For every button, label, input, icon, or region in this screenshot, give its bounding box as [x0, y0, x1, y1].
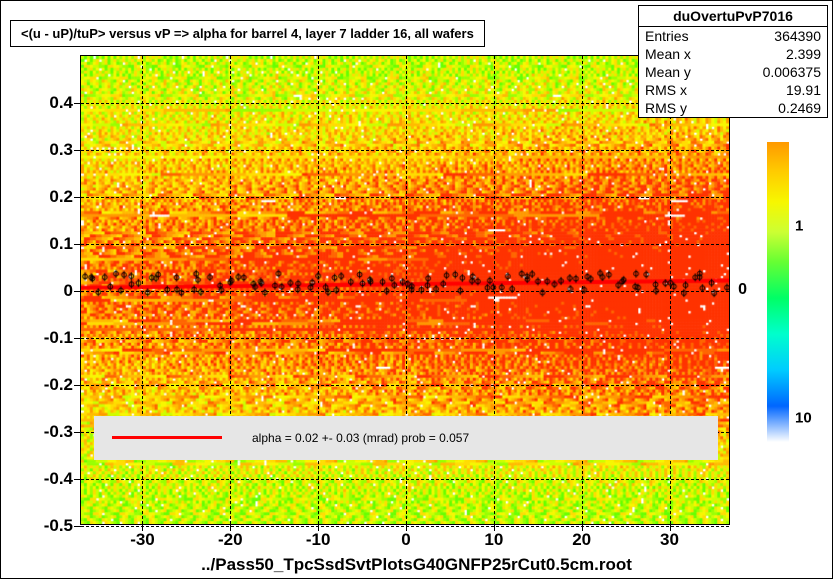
ytick	[74, 432, 81, 433]
stats-row: RMS y 0.2469	[639, 99, 827, 117]
stats-label: RMS y	[645, 100, 687, 116]
stats-value: 364390	[774, 28, 821, 44]
plot-area: -0.5-0.4-0.3-0.2-0.100.10.20.30.4 -30-20…	[80, 55, 730, 525]
axis-zero-marker: 0	[738, 281, 747, 299]
ytick	[74, 244, 81, 245]
stats-value: 2.399	[786, 46, 821, 62]
xtick	[582, 524, 583, 531]
file-label: ../Pass50_TpcSsdSvtPlotsG40GNFP25rCut0.5…	[0, 555, 833, 575]
fit-line-sample	[112, 436, 222, 439]
ytick	[74, 150, 81, 151]
stats-row: Entries 364390	[639, 27, 827, 45]
ytick	[74, 526, 81, 527]
stats-value: 0.006375	[763, 64, 821, 80]
stats-row: Mean x 2.399	[639, 45, 827, 63]
ytick	[74, 338, 81, 339]
ytick	[74, 103, 81, 104]
stats-label: Mean y	[645, 64, 691, 80]
stats-label: Mean x	[645, 46, 691, 62]
xtick	[230, 524, 231, 531]
stats-box: duOvertuPvP7016 Entries 364390 Mean x 2.399…	[638, 5, 828, 118]
colorbar: 110	[767, 142, 789, 442]
plot-title: <(u - uP)/tuP> versus vP => alpha for ba…	[21, 26, 474, 41]
stats-value: 19.91	[786, 82, 821, 98]
ytick	[74, 479, 81, 480]
colorbar-tick: 1	[789, 218, 803, 235]
stats-name: duOvertuPvP7016	[639, 6, 827, 27]
stats-label: RMS x	[645, 82, 687, 98]
fit-text: alpha = 0.02 +- 0.03 (mrad) prob = 0.057	[252, 431, 469, 445]
xtick	[142, 524, 143, 531]
xtick	[406, 524, 407, 531]
ytick	[74, 385, 81, 386]
stats-row: RMS x 19.91	[639, 81, 827, 99]
plot-title-box: <(u - uP)/tuP> versus vP => alpha for ba…	[10, 20, 485, 47]
stats-label: Entries	[645, 28, 689, 44]
ytick	[74, 291, 81, 292]
colorbar-tick: 10	[789, 410, 812, 427]
fit-legend-box: alpha = 0.02 +- 0.03 (mrad) prob = 0.057	[94, 416, 718, 460]
ytick	[74, 197, 81, 198]
xtick	[494, 524, 495, 531]
xtick	[670, 524, 671, 531]
xtick	[318, 524, 319, 531]
stats-row: Mean y 0.006375	[639, 63, 827, 81]
stats-value: 0.2469	[778, 100, 821, 116]
